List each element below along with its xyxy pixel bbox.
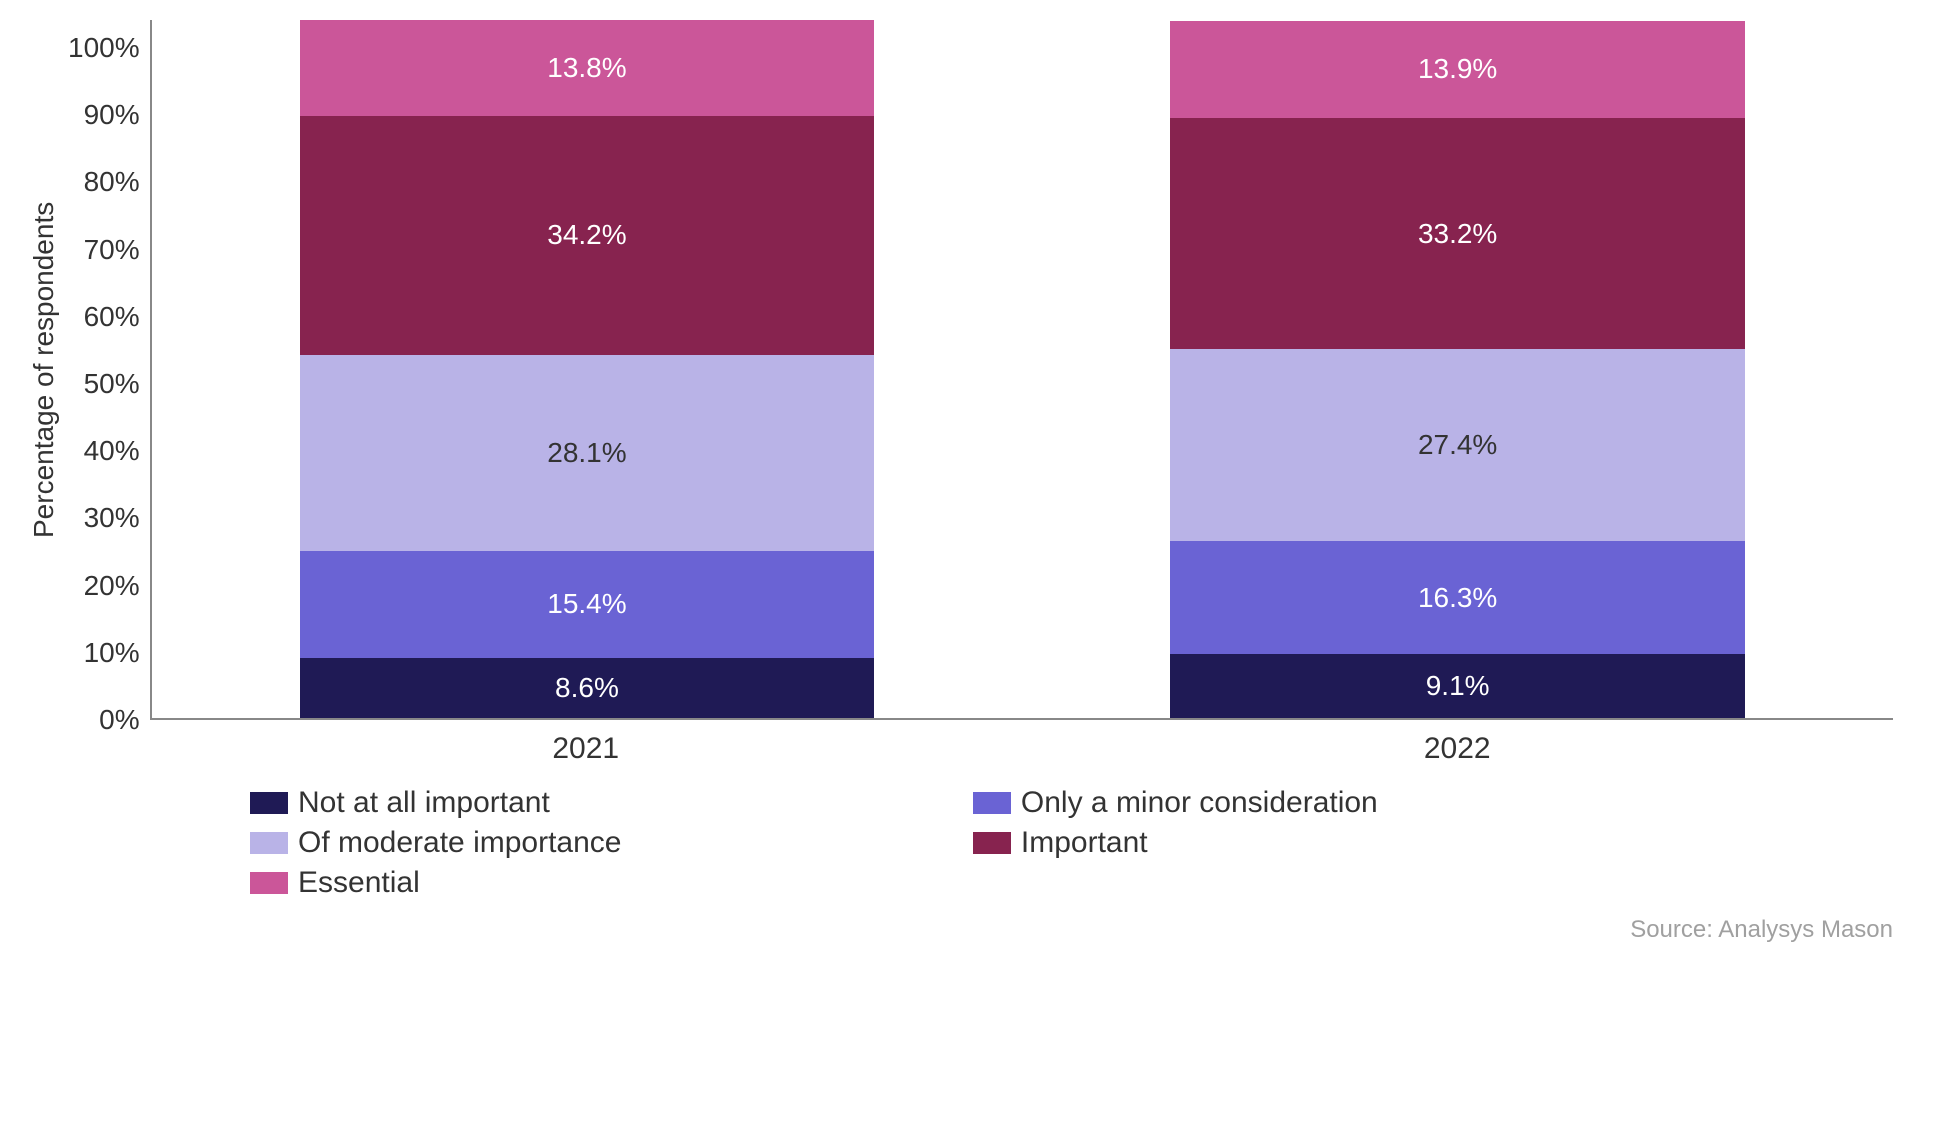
- y-tick: 20%: [84, 572, 140, 600]
- legend-item: Important: [973, 826, 1696, 860]
- segment-important: 33.2%: [1170, 118, 1745, 350]
- legend-item: Only a minor consideration: [973, 786, 1696, 820]
- x-tick: 2022: [1170, 732, 1745, 766]
- y-tick: 70%: [84, 236, 140, 264]
- legend-label: Only a minor consideration: [1021, 786, 1378, 820]
- legend-label: Of moderate importance: [298, 826, 621, 860]
- y-tick: 10%: [84, 639, 140, 667]
- segment-label: 9.1%: [1426, 670, 1490, 702]
- plot-wrapper: Percentage of respondents 100% 90% 80% 7…: [20, 20, 1893, 720]
- segment-minor: 16.3%: [1170, 541, 1745, 655]
- legend-label: Important: [1021, 826, 1148, 860]
- segment-label: 8.6%: [555, 672, 619, 704]
- legend-item: Not at all important: [250, 786, 973, 820]
- stacked-bar-chart: Percentage of respondents 100% 90% 80% 7…: [20, 20, 1893, 944]
- y-axis-label: Percentage of respondents: [20, 20, 68, 720]
- segment-label: 28.1%: [547, 437, 626, 469]
- y-tick: 0%: [99, 706, 139, 734]
- y-tick: 40%: [84, 437, 140, 465]
- segment-label: 15.4%: [547, 588, 626, 620]
- y-tick: 90%: [84, 101, 140, 129]
- segment-label: 27.4%: [1418, 429, 1497, 461]
- x-tick: 2021: [298, 732, 873, 766]
- segment-label: 34.2%: [547, 219, 626, 251]
- swatch-icon: [973, 832, 1011, 854]
- segment-label: 33.2%: [1418, 218, 1497, 250]
- y-tick: 100%: [68, 34, 140, 62]
- x-axis-ticks: 2021 2022: [20, 720, 1893, 766]
- swatch-icon: [250, 872, 288, 894]
- swatch-icon: [973, 792, 1011, 814]
- segment-not-important: 8.6%: [300, 658, 875, 718]
- segment-moderate: 28.1%: [300, 355, 875, 551]
- segment-not-important: 9.1%: [1170, 654, 1745, 718]
- legend: Not at all important Only a minor consid…: [20, 786, 1893, 906]
- legend-item: Of moderate importance: [250, 826, 973, 860]
- swatch-icon: [250, 832, 288, 854]
- segment-essential: 13.9%: [1170, 21, 1745, 118]
- bar-2021: 8.6% 15.4% 28.1% 34.2% 13.8%: [300, 20, 875, 718]
- segment-important: 34.2%: [300, 116, 875, 354]
- legend-label: Essential: [298, 866, 420, 900]
- bars-group: 8.6% 15.4% 28.1% 34.2% 13.8%: [152, 20, 1893, 718]
- segment-essential: 13.8%: [300, 20, 875, 116]
- y-tick: 30%: [84, 504, 140, 532]
- segment-label: 13.8%: [547, 52, 626, 84]
- legend-label: Not at all important: [298, 786, 550, 820]
- swatch-icon: [250, 792, 288, 814]
- y-tick: 80%: [84, 168, 140, 196]
- legend-item: Essential: [250, 866, 973, 900]
- segment-label: 13.9%: [1418, 53, 1497, 85]
- plot-area: 8.6% 15.4% 28.1% 34.2% 13.8%: [150, 20, 1893, 720]
- y-tick: 50%: [84, 370, 140, 398]
- bar-2022: 9.1% 16.3% 27.4% 33.2% 13.9%: [1170, 20, 1745, 718]
- y-tick: 60%: [84, 303, 140, 331]
- segment-label: 16.3%: [1418, 582, 1497, 614]
- y-axis-ticks: 100% 90% 80% 70% 60% 50% 40% 30% 20% 10%…: [68, 20, 150, 720]
- source-attribution: Source: Analysys Mason: [20, 916, 1893, 944]
- segment-moderate: 27.4%: [1170, 349, 1745, 540]
- segment-minor: 15.4%: [300, 551, 875, 658]
